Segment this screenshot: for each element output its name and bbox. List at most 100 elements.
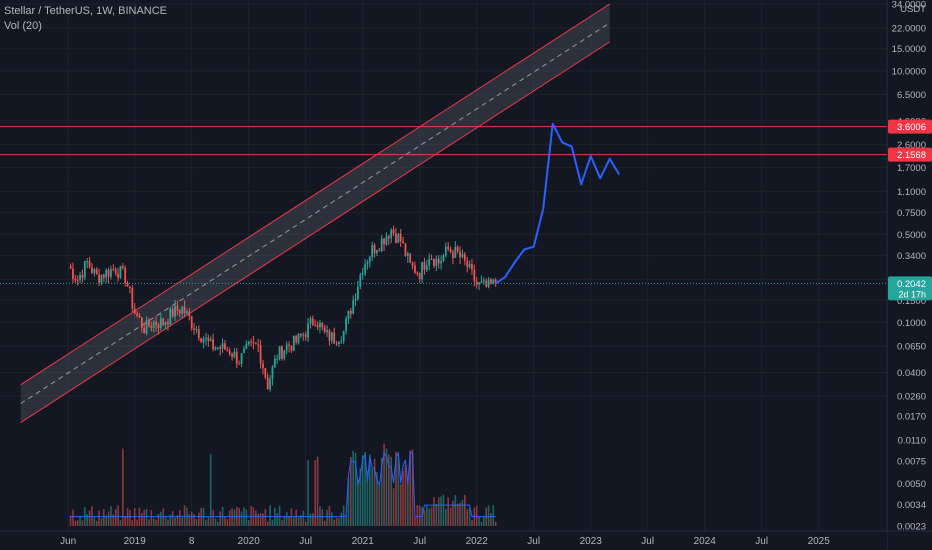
candle-body bbox=[357, 286, 359, 300]
candle-body bbox=[414, 265, 416, 273]
candle-body bbox=[91, 267, 93, 274]
candle-body bbox=[83, 261, 86, 278]
volume-bar bbox=[461, 499, 464, 526]
volume-bar bbox=[300, 515, 302, 526]
candle-body bbox=[235, 351, 238, 364]
trend-channel[interactable] bbox=[20, 3, 610, 423]
price-tick-label: 0.0650 bbox=[897, 341, 926, 352]
volume-bar bbox=[174, 517, 176, 526]
volume-bar bbox=[114, 509, 117, 526]
candle-body bbox=[243, 348, 245, 354]
candle-body bbox=[292, 335, 295, 351]
volume-bar bbox=[378, 486, 381, 526]
volume-bar bbox=[122, 448, 124, 526]
volume-bar bbox=[478, 516, 480, 526]
volume-bar bbox=[188, 514, 191, 526]
chart-legend: Stellar / TetherUS, 1W, BINANCE Vol (20) bbox=[4, 4, 167, 34]
price-tick-label: 0.0260 bbox=[897, 392, 926, 403]
volume-bar bbox=[157, 513, 160, 526]
candle-body bbox=[330, 332, 333, 341]
candle-body bbox=[333, 332, 336, 344]
volume-bar bbox=[402, 471, 404, 526]
volume-bar bbox=[233, 509, 236, 526]
volume-bar bbox=[447, 497, 449, 526]
volume-bar bbox=[131, 520, 134, 526]
volume-bar bbox=[141, 513, 143, 526]
candle-body bbox=[100, 274, 103, 283]
candle-body bbox=[93, 269, 96, 274]
volume-bar bbox=[129, 510, 131, 526]
candle-body bbox=[404, 243, 407, 256]
candle-body bbox=[302, 334, 305, 336]
candle-body bbox=[444, 246, 447, 256]
time-axis[interactable]: Jun 2019 8 2020 Jul 2021 Jul 2022 Jul 2023 Jul 2024… bbox=[0, 530, 932, 550]
price-tick-label: 0.7500 bbox=[897, 208, 926, 219]
volume-bar bbox=[155, 519, 157, 526]
price-axis[interactable]: 34.000022.000015.000010.00006.50004.0000… bbox=[886, 0, 932, 550]
candle-body bbox=[271, 367, 274, 379]
candle-body bbox=[238, 363, 241, 365]
candle-body bbox=[226, 349, 229, 351]
volume-bar bbox=[319, 506, 321, 526]
volume-bar bbox=[326, 509, 328, 526]
volume-bar bbox=[217, 521, 219, 526]
candle-body bbox=[487, 279, 490, 287]
candle-body bbox=[309, 318, 312, 324]
candle-body bbox=[371, 245, 374, 257]
volume-bar bbox=[302, 510, 305, 526]
candle-body bbox=[231, 354, 233, 357]
price-tick-label: 15.0000 bbox=[892, 44, 926, 55]
volume-bar bbox=[93, 517, 96, 526]
candle-body bbox=[376, 250, 378, 254]
time-axis-background bbox=[0, 531, 887, 550]
candle-body bbox=[95, 269, 98, 275]
candle-body bbox=[395, 233, 397, 243]
candle-body bbox=[368, 256, 371, 263]
volume-tick-label: 0.0075 bbox=[897, 457, 926, 468]
horizontal-levels[interactable] bbox=[0, 126, 887, 284]
candle-body bbox=[259, 345, 262, 364]
volume-ma-line bbox=[70, 451, 496, 518]
volume-bar bbox=[107, 511, 110, 526]
volume-bar bbox=[383, 443, 385, 526]
volume-bar bbox=[395, 451, 397, 526]
volume-bar bbox=[371, 468, 373, 526]
projection-line[interactable] bbox=[495, 122, 621, 285]
symbol-title[interactable]: Stellar / TetherUS, 1W, BINANCE bbox=[4, 5, 168, 17]
candle-body bbox=[283, 350, 286, 359]
candle-body bbox=[269, 378, 271, 390]
candle-body bbox=[273, 358, 276, 368]
volume-bar bbox=[245, 509, 248, 526]
volume-bar bbox=[392, 488, 395, 526]
candle-body bbox=[492, 279, 495, 284]
volume-bar bbox=[255, 510, 257, 526]
price-tick-label: 22.0000 bbox=[892, 23, 926, 34]
volume-bar bbox=[226, 519, 229, 526]
candle-body bbox=[409, 253, 412, 263]
candle-body bbox=[254, 343, 257, 345]
projection-path[interactable] bbox=[495, 122, 621, 285]
volume-tick-label: 0.0034 bbox=[897, 500, 926, 511]
volume-bar bbox=[404, 464, 407, 526]
candle-body bbox=[112, 269, 115, 271]
level-price-tag bbox=[888, 119, 932, 134]
candle-body bbox=[347, 310, 350, 319]
volume-bar bbox=[380, 457, 383, 526]
time-tick-label: Jun bbox=[60, 536, 76, 547]
volume-bar bbox=[250, 505, 252, 526]
candle-body bbox=[200, 338, 203, 343]
volume-bar bbox=[171, 511, 174, 526]
candle-body bbox=[316, 325, 319, 328]
candle-body bbox=[352, 300, 355, 314]
channel-fill bbox=[20, 4, 610, 423]
candle-body bbox=[188, 311, 191, 317]
volume-bar bbox=[257, 513, 259, 526]
volume-bar bbox=[103, 509, 105, 526]
volume-bar bbox=[240, 511, 243, 526]
volume-bar bbox=[117, 505, 119, 526]
candle-body bbox=[138, 315, 141, 318]
volume-indicator-label[interactable]: Vol (20) bbox=[4, 20, 42, 32]
volume-bar bbox=[198, 512, 200, 526]
